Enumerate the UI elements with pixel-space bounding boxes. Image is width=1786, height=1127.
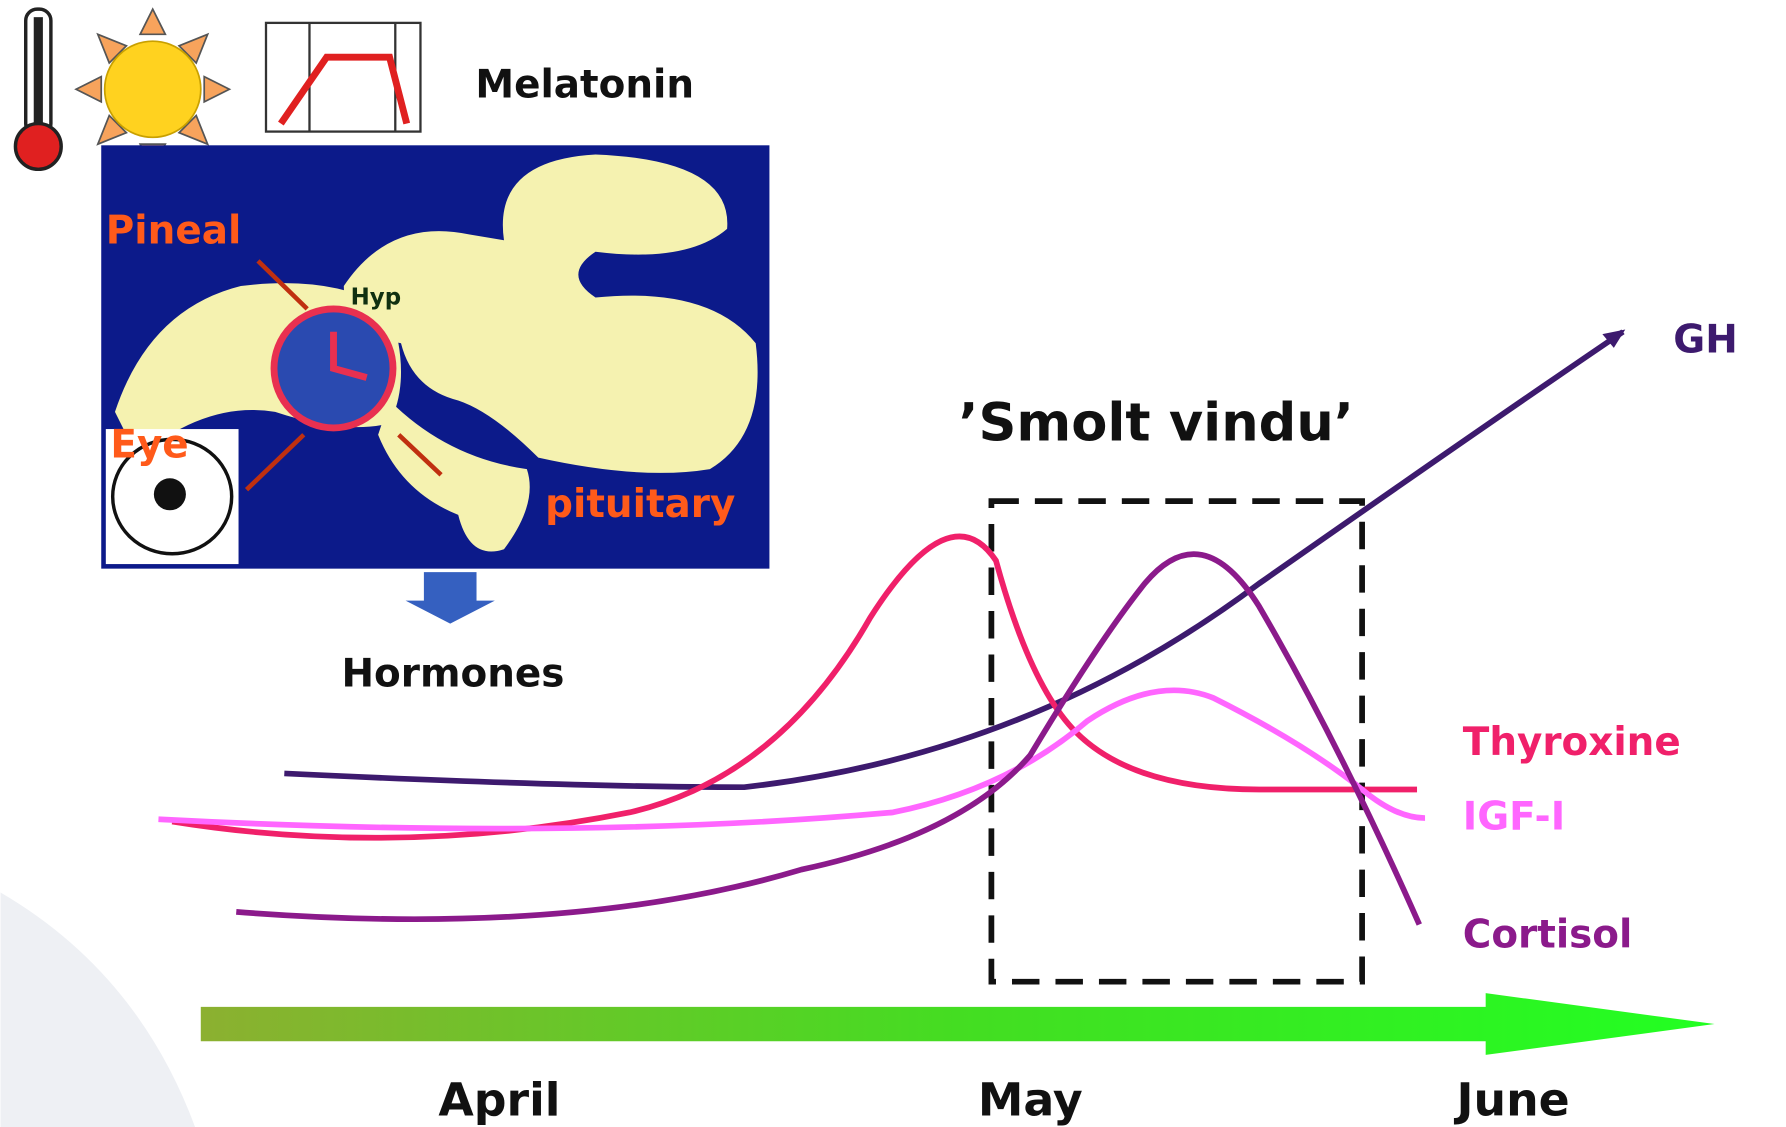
sun-icon xyxy=(76,9,229,169)
month-label: June xyxy=(1454,1074,1570,1127)
corner-decoration xyxy=(1,892,196,1127)
hormones-label: Hormones xyxy=(342,651,565,696)
down-arrow xyxy=(406,572,495,623)
thermometer-icon xyxy=(15,9,61,169)
gh-label: GH xyxy=(1673,317,1737,362)
igf-label: IGF-I xyxy=(1463,795,1565,840)
window-label: ’Smolt vindu’ xyxy=(958,393,1353,454)
diagram: Melatonin Pineal Hyp Eye pituitary Hormo… xyxy=(0,0,1786,1127)
cortisol-label: Cortisol xyxy=(1463,912,1633,957)
thyroxine-label: Thyroxine xyxy=(1463,720,1681,765)
smolt-window-box xyxy=(991,501,1362,982)
month-label: May xyxy=(978,1074,1083,1127)
pineal-label: Pineal xyxy=(106,209,241,254)
igf-curve xyxy=(158,690,1425,828)
melatonin-label: Melatonin xyxy=(475,62,694,107)
hypothalamus-label: Hyp xyxy=(351,284,401,310)
timeline-arrow xyxy=(201,993,1715,1055)
eye-label: Eye xyxy=(110,423,188,468)
pituitary-label: pituitary xyxy=(545,482,735,527)
melatonin-graph-icon xyxy=(266,23,420,132)
cortisol-curve xyxy=(236,554,1419,924)
month-label: April xyxy=(438,1074,560,1127)
